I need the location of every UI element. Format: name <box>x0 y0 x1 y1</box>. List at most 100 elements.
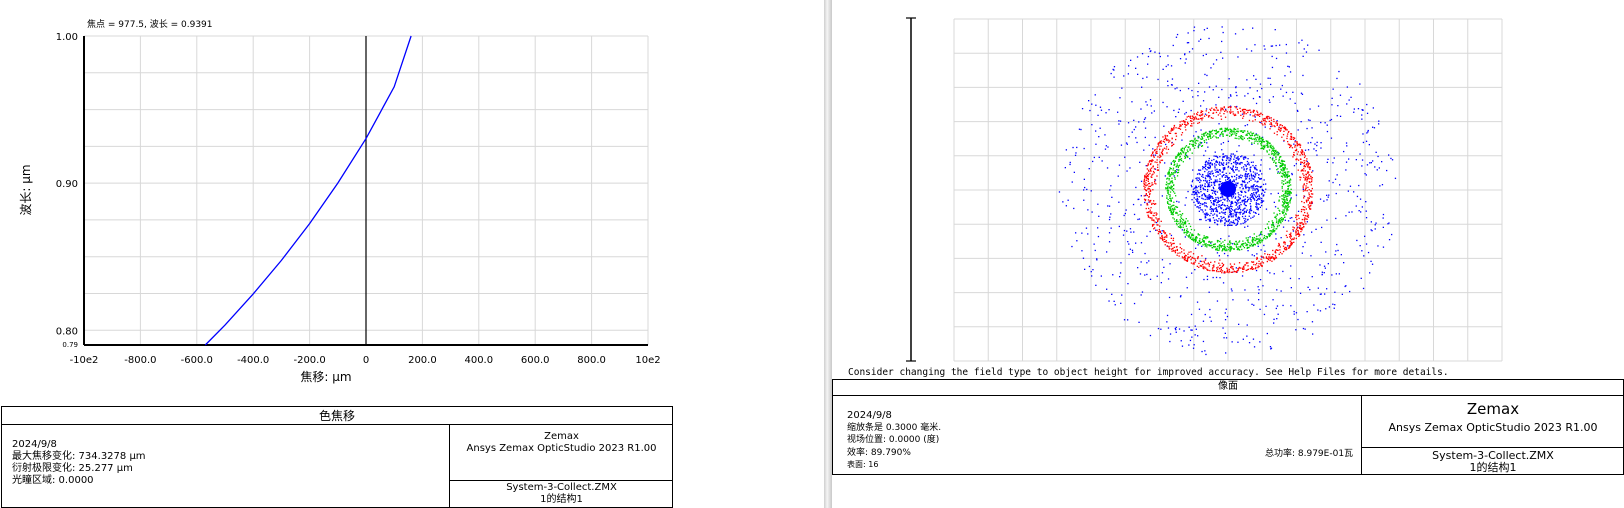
y-tick-label: 1.00 <box>56 32 78 43</box>
spot-point <box>1215 136 1217 138</box>
spot-point <box>1167 203 1170 205</box>
spot-point <box>1221 128 1223 130</box>
spot-point <box>1334 178 1337 180</box>
spot-point <box>1211 268 1214 270</box>
spot-point <box>1238 267 1240 269</box>
spot-point <box>1173 250 1175 252</box>
spot-point <box>1241 130 1243 132</box>
spot-point <box>1173 218 1175 220</box>
spot-point <box>1229 213 1231 216</box>
spot-point <box>1194 140 1197 142</box>
spot-point <box>1310 176 1312 178</box>
spot-point <box>1226 156 1228 158</box>
spot-point <box>1167 202 1169 204</box>
spot-point <box>1305 208 1307 210</box>
spot-point <box>1270 256 1272 258</box>
spot-point <box>1186 228 1188 230</box>
spot-point <box>1215 248 1217 250</box>
spot-point <box>1237 248 1240 250</box>
spot-point <box>1228 224 1231 226</box>
spot-point <box>1225 159 1227 162</box>
spot-point <box>1202 264 1204 266</box>
spot-point <box>1168 177 1170 180</box>
spot-point <box>1222 163 1224 165</box>
spot-point <box>1242 196 1245 198</box>
spot-point <box>1254 172 1256 174</box>
spot-point <box>1214 179 1216 181</box>
spot-point <box>1230 111 1232 113</box>
spot-point <box>1251 243 1253 245</box>
spot-point <box>1229 128 1232 131</box>
spot-point <box>1205 175 1207 177</box>
spot-point <box>1166 245 1168 247</box>
spot-point <box>1214 200 1216 203</box>
spot-point <box>1293 220 1295 222</box>
spot-point <box>1166 195 1168 197</box>
spot-point <box>1255 266 1257 269</box>
spot-point <box>1209 220 1212 222</box>
spot-point <box>1135 242 1137 244</box>
spot-point <box>1157 327 1160 330</box>
spot-point <box>1302 74 1304 77</box>
spot-point <box>1248 137 1250 139</box>
pane-splitter[interactable] <box>824 0 832 508</box>
spot-point <box>1181 149 1183 151</box>
spot-point <box>1171 212 1173 215</box>
spot-point <box>1232 153 1234 155</box>
spot-point <box>1177 226 1180 228</box>
spot-point <box>1126 170 1128 172</box>
spot-point <box>1307 142 1309 144</box>
x-tick-label: 200.0 <box>408 355 437 366</box>
spot-point <box>1193 201 1195 203</box>
spot-point <box>1153 156 1155 158</box>
spot-point <box>1205 216 1207 218</box>
spot-point <box>1189 237 1191 239</box>
spot-point <box>1244 264 1247 266</box>
spot-point <box>1097 235 1100 238</box>
spot-point <box>1214 151 1216 153</box>
spot-point <box>1206 169 1208 171</box>
spot-point <box>1285 202 1288 204</box>
spot-point <box>1283 168 1285 170</box>
spot-point <box>1282 245 1285 247</box>
spot-point <box>1225 207 1227 210</box>
spot-point <box>1195 117 1197 119</box>
spot-point <box>1251 142 1253 144</box>
spot-point <box>1250 50 1253 52</box>
spot-point <box>1219 187 1221 189</box>
spot-point <box>1263 194 1265 196</box>
spot-point <box>1270 123 1272 125</box>
spot-point <box>1229 213 1232 215</box>
spot-point <box>1233 194 1235 196</box>
spot-point <box>1129 228 1132 230</box>
spot-point <box>1296 141 1298 143</box>
spot-point <box>1306 127 1308 130</box>
spot-point <box>1295 234 1297 236</box>
spot-point <box>1286 199 1288 201</box>
spot-point <box>1170 127 1173 130</box>
spot-point <box>1172 191 1175 193</box>
spot-point <box>1240 161 1242 164</box>
spot-point <box>1154 154 1157 156</box>
spot-point <box>1286 230 1288 232</box>
spot-point <box>1258 299 1260 301</box>
spot-point <box>1255 269 1258 272</box>
spot-point <box>1299 158 1302 160</box>
spot-point <box>1143 121 1145 123</box>
spot-point <box>1160 155 1162 158</box>
spot-point <box>1287 203 1289 205</box>
spot-point <box>1261 200 1263 202</box>
spot-point <box>1196 197 1199 200</box>
spot-point <box>1209 208 1211 210</box>
spot-point <box>1307 186 1309 189</box>
spot-point <box>1166 146 1168 148</box>
spot-point <box>1184 221 1187 224</box>
spot-point <box>1317 309 1319 311</box>
spot-point <box>1230 248 1232 250</box>
spot-point <box>1171 205 1173 207</box>
spot-point <box>1227 224 1230 226</box>
spot-point <box>1329 119 1331 122</box>
spot-point <box>1290 241 1293 244</box>
spot-point <box>1176 156 1178 158</box>
spot-point <box>1221 175 1223 177</box>
